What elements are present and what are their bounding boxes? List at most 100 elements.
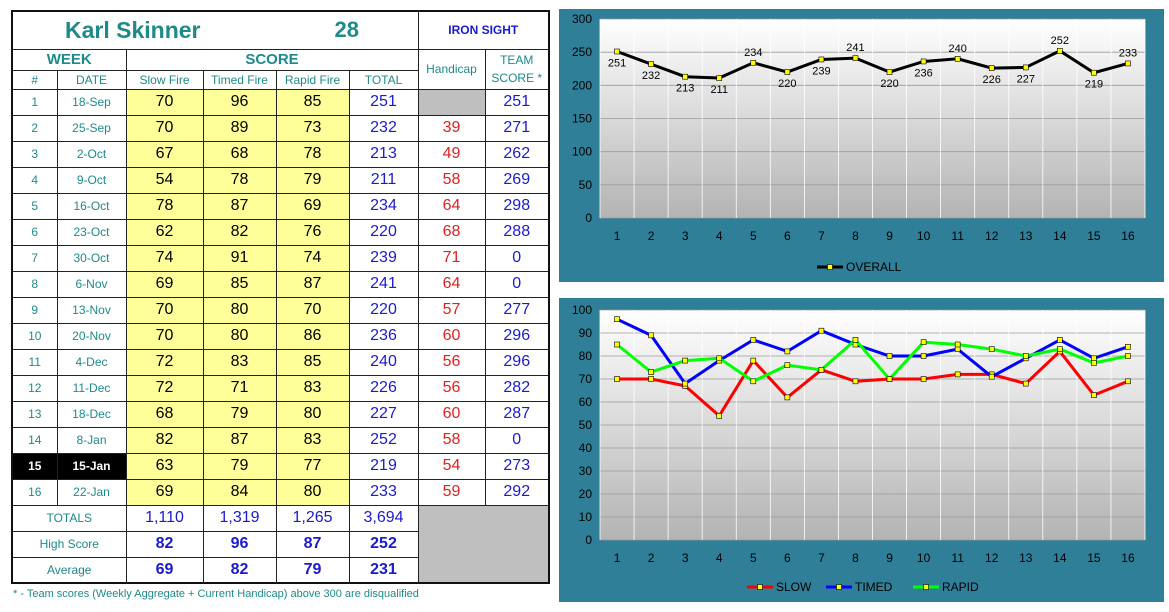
data-point: [682, 357, 688, 364]
data-point: [1091, 355, 1097, 362]
team-score-cell: 288: [484, 218, 550, 246]
score-sheet: Karl Skinner 28 IRON SIGHT WEEK SCORE Ha…: [11, 10, 550, 584]
data-point: [682, 380, 688, 387]
week-date-cell: 16-Oct: [56, 192, 127, 220]
table-row: 2 25-Sep 70 89 73 232 39 271: [11, 114, 550, 142]
team-score-cell: 269: [484, 166, 550, 194]
slow-fire-cell: 62: [125, 218, 204, 246]
data-label: 227: [1017, 73, 1035, 85]
x-tick-label: 6: [784, 229, 791, 243]
handicap-cell: 57: [417, 296, 486, 324]
total-cell: 240: [348, 348, 419, 376]
timed-fire-cell: 79: [202, 452, 277, 480]
week-date-cell: 13-Nov: [56, 296, 127, 324]
data-point: [614, 341, 620, 348]
handicap-cell: 60: [417, 322, 486, 350]
timed-fire-cell: 89: [202, 114, 277, 142]
week-date-cell: 11-Dec: [56, 374, 127, 402]
slow-fire-cell: 70: [125, 114, 204, 142]
timed-fire-cell: 84: [202, 478, 277, 506]
summary-rapid-cell: 79: [275, 556, 350, 584]
team-score-cell: 277: [484, 296, 550, 324]
x-tick-label: 14: [1053, 551, 1067, 565]
handicap-cell: 58: [417, 166, 486, 194]
summary-label: Average: [11, 556, 127, 584]
summary-total-cell: 231: [348, 556, 419, 584]
data-point: [784, 362, 791, 368]
data-point: [750, 378, 757, 385]
x-tick-label: 4: [716, 551, 723, 565]
team-score-cell: 292: [484, 478, 550, 506]
total-cell: 226: [348, 374, 419, 402]
week-number-cell: 11: [11, 348, 58, 376]
table-row: 16 22-Jan 69 84 80 233 59 292: [11, 478, 550, 506]
data-label: 226: [983, 74, 1001, 86]
data-point: [886, 69, 893, 75]
data-point: [1022, 64, 1029, 71]
series-line-rapid: [616, 337, 1129, 384]
x-tick-label: 15: [1087, 551, 1101, 565]
data-point: [852, 55, 859, 61]
week-number-cell: 12: [11, 374, 58, 402]
y-tick-label: 10: [579, 510, 593, 524]
table-row: 10 20-Nov 70 80 86 236 60 296: [11, 322, 550, 350]
data-point: [1022, 353, 1029, 359]
rapid-fire-cell: 80: [275, 478, 350, 506]
slow-fire-cell: 72: [125, 348, 204, 376]
week-number-cell: 4: [11, 166, 58, 194]
x-tick-label: 2: [648, 551, 655, 565]
y-tick-label: 20: [579, 487, 593, 501]
data-point: [682, 73, 688, 80]
data-point: [648, 376, 654, 382]
x-tick-label: 9: [886, 551, 893, 565]
y-tick-label: 250: [572, 45, 592, 59]
week-date-cell: 18-Dec: [56, 400, 127, 428]
team-score-header: TEAM SCORE *: [484, 48, 550, 90]
summary-slow-cell: 1,110: [125, 504, 204, 532]
legend-marker: [836, 584, 842, 590]
summary-row: TOTALS 1,110 1,319 1,265 3,694: [11, 504, 550, 584]
data-label: 233: [1119, 47, 1137, 59]
total-cell: 236: [348, 322, 419, 350]
x-tick-label: 8: [852, 229, 859, 243]
x-tick-label: 11: [951, 229, 964, 243]
timed-fire-cell: 82: [202, 218, 277, 246]
data-point: [750, 59, 757, 66]
team-header-line1: TEAM: [500, 53, 534, 67]
data-point: [920, 353, 927, 359]
team-score-cell: 298: [484, 192, 550, 220]
handicap-cell: 64: [417, 270, 486, 298]
week-date-cell: 20-Nov: [56, 322, 127, 350]
y-tick-label: 70: [579, 372, 593, 386]
week-date-cell: 2-Oct: [56, 140, 127, 168]
legend-marker: [757, 584, 763, 590]
y-tick-label: 80: [579, 349, 593, 363]
rapid-fire-cell: 79: [275, 166, 350, 194]
data-point: [886, 353, 893, 359]
total-cell: 239: [348, 244, 419, 272]
data-point: [784, 69, 791, 75]
timed-fire-cell: 68: [202, 140, 277, 168]
player-number: 28: [334, 17, 359, 43]
rapid-fire-cell: 74: [275, 244, 350, 272]
summary-row: High Score 82 96 87 252: [11, 530, 549, 558]
legend-entry: OVERALL: [846, 260, 902, 274]
timed-fire-cell: 71: [202, 374, 277, 402]
data-point: [614, 48, 620, 55]
y-tick-label: 50: [579, 178, 593, 192]
handicap-cell: 39: [417, 114, 486, 142]
x-tick-label: 11: [951, 551, 964, 565]
week-number-cell: 3: [11, 140, 58, 168]
data-point: [1057, 346, 1063, 352]
team-score-cell: 273: [484, 452, 550, 480]
week-date-cell: 15-Jan: [56, 452, 127, 480]
handicap-cell: 58: [417, 426, 486, 454]
handicap-cell: 56: [417, 374, 486, 402]
data-point: [920, 58, 927, 65]
total-header: TOTAL: [348, 69, 419, 90]
data-point: [818, 56, 825, 63]
handicap-cell: 64: [417, 192, 486, 220]
data-point: [750, 337, 757, 343]
summary-timed-cell: 1,319: [202, 504, 277, 532]
data-label: 211: [710, 84, 728, 96]
